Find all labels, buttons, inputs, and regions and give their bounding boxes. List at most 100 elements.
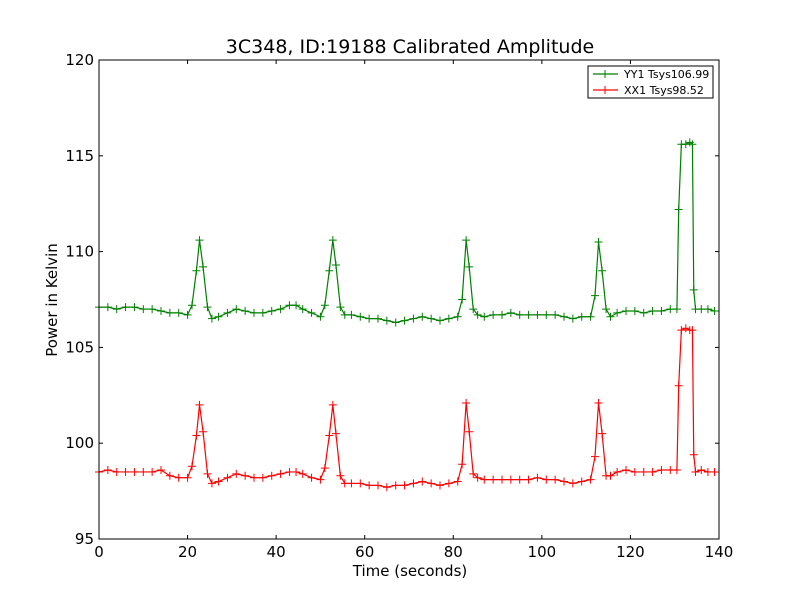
data-point-marker: [203, 469, 212, 478]
data-point-marker: [577, 477, 586, 486]
data-point-marker: [365, 481, 374, 490]
data-point-marker: [391, 318, 400, 327]
data-point-marker: [130, 303, 139, 312]
data-point-marker: [223, 473, 232, 482]
legend-label: YY1 Tsys106.99: [623, 68, 709, 81]
data-point-marker: [325, 431, 334, 440]
data-point-marker: [469, 305, 478, 314]
data-point-marker: [542, 475, 551, 484]
data-point-marker: [639, 467, 648, 476]
data-point-marker: [568, 314, 577, 323]
x-tick-label: 140: [705, 543, 734, 561]
x-tick-label: 20: [178, 543, 197, 561]
data-point-marker: [207, 314, 216, 323]
data-point-marker: [469, 469, 478, 478]
data-point-marker: [703, 305, 712, 314]
data-point-marker: [121, 467, 130, 476]
data-point-marker: [418, 312, 427, 321]
data-point-marker: [130, 467, 139, 476]
data-point-marker: [298, 305, 307, 314]
data-point-marker: [316, 475, 325, 484]
data-point-marker: [560, 477, 568, 486]
x-tick-label: 120: [616, 543, 645, 561]
data-point-marker: [258, 473, 267, 482]
data-point-marker: [316, 312, 325, 321]
data-point-marker: [606, 471, 615, 480]
data-point-marker: [241, 306, 250, 315]
x-tick-label: 100: [528, 543, 557, 561]
legend-box: [587, 65, 714, 99]
x-axis-label: Time (seconds): [352, 562, 468, 580]
data-point-marker: [674, 381, 683, 390]
data-point-marker: [214, 312, 223, 321]
data-point-marker: [648, 467, 657, 476]
data-point-marker: [400, 316, 409, 325]
legend-label: XX1 Tsys98.52: [624, 84, 704, 97]
data-point-marker: [591, 291, 599, 300]
data-point-marker: [356, 479, 365, 488]
data-point-marker: [648, 306, 657, 315]
chart-title: 3C348, ID:19188 Calibrated Amplitude: [226, 36, 594, 58]
data-point-marker: [276, 305, 285, 314]
data-point-marker: [657, 466, 666, 475]
data-point-marker: [568, 479, 577, 488]
data-point-marker: [325, 266, 334, 275]
data-point-marker: [365, 314, 374, 323]
data-point-marker: [515, 475, 524, 484]
data-point-marker: [602, 305, 611, 314]
y-tick-label: 95: [75, 530, 94, 548]
data-point-marker: [473, 310, 482, 319]
data-point-marker: [148, 305, 157, 314]
data-point-marker: [157, 306, 165, 315]
legend: YY1 Tsys106.99 XX1 Tsys98.52: [587, 65, 714, 99]
data-point-marker: [542, 310, 551, 319]
data-point-marker: [188, 462, 196, 471]
data-point-marker: [498, 310, 506, 319]
data-point-marker: [453, 477, 462, 486]
data-point-marker: [489, 475, 498, 484]
data-point-marker: [458, 460, 467, 469]
data-point-marker: [427, 314, 436, 323]
data-point-marker: [458, 295, 467, 304]
data-point-marker: [298, 469, 307, 478]
y-tick-label: 100: [65, 434, 94, 452]
data-point-marker: [672, 466, 681, 475]
data-point-marker: [594, 398, 603, 407]
data-point-marker: [199, 262, 208, 271]
data-point-marker: [292, 301, 301, 310]
data-point-marker: [409, 479, 418, 488]
data-point-marker: [533, 310, 542, 319]
data-point-marker: [139, 467, 148, 476]
data-point-marker: [473, 473, 482, 482]
data-point-marker: [267, 306, 276, 315]
data-point-marker: [203, 303, 212, 312]
data-point-marker: [489, 310, 498, 319]
data-point-marker: [498, 475, 506, 484]
data-point-marker: [462, 398, 471, 407]
data-point-marker: [320, 464, 329, 473]
data-point-marker: [307, 473, 316, 482]
plot-area: [95, 138, 719, 492]
data-point-marker: [320, 301, 329, 310]
data-point-marker: [112, 467, 121, 476]
series-xx1: [95, 324, 719, 492]
x-tick-label: 0: [94, 543, 104, 561]
y-axis-label: Power in Kelvin: [43, 243, 61, 357]
data-point-marker: [586, 475, 595, 484]
data-point-marker: [630, 467, 639, 476]
data-point-marker: [183, 473, 192, 482]
data-point-marker: [613, 308, 622, 317]
data-point-marker: [195, 400, 204, 409]
data-point-marker: [688, 326, 697, 335]
data-point-marker: [551, 310, 560, 319]
data-point-marker: [276, 469, 285, 478]
data-point-marker: [267, 471, 276, 480]
data-point-marker: [157, 466, 165, 475]
data-point-marker: [195, 236, 204, 245]
data-point-marker: [347, 479, 356, 488]
data-point-marker: [630, 306, 639, 315]
data-point-marker: [689, 285, 698, 294]
data-point-marker: [336, 303, 345, 312]
data-point-marker: [382, 316, 391, 325]
